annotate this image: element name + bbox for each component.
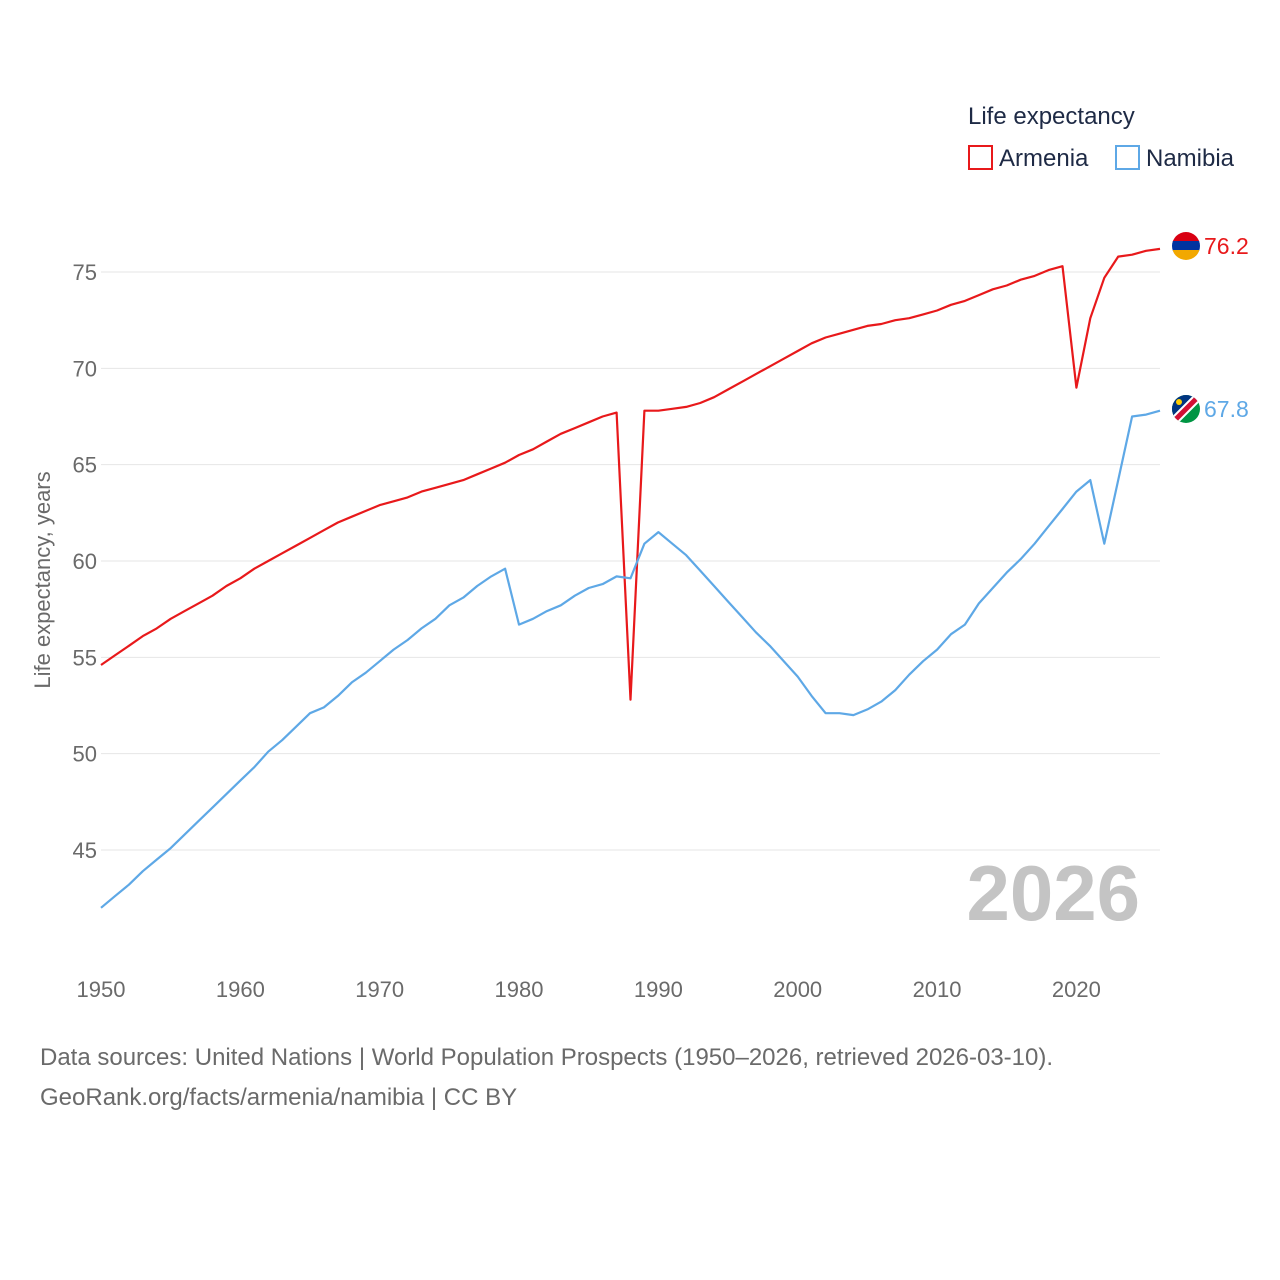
armenia-flag-icon — [1172, 232, 1200, 260]
legend-label-armenia: Armenia — [999, 145, 1089, 172]
source-link[interactable]: GeoRank.org/facts/armenia/namibia | CC B… — [40, 1084, 518, 1111]
legend-swatch-namibia — [1115, 145, 1140, 170]
year-watermark: 2026 — [966, 849, 1140, 937]
y-tick-label: 75 — [73, 260, 97, 285]
armenia-end-value: 76.2 — [1204, 233, 1249, 259]
y-tick-label: 50 — [73, 742, 97, 767]
series-line-namibia[interactable] — [100, 409, 1161, 909]
x-tick-label: 1970 — [355, 977, 404, 1002]
x-tick-label: 1960 — [216, 977, 265, 1002]
y-tick-label: 65 — [73, 453, 97, 478]
y-tick-label: 70 — [73, 356, 97, 381]
x-axis-ticks: 1950 1960 1970 1980 1990 2000 2010 2020 — [77, 977, 1101, 1002]
legend-swatch-armenia — [968, 145, 993, 170]
x-tick-label: 2020 — [1052, 977, 1101, 1002]
x-tick-label: 2010 — [913, 977, 962, 1002]
y-tick-label: 55 — [73, 645, 97, 670]
series-lines — [100, 247, 1161, 909]
source-citation: Data sources: United Nations | World Pop… — [40, 1044, 1054, 1071]
y-tick-label: 45 — [73, 838, 97, 863]
x-tick-label: 2000 — [773, 977, 822, 1002]
y-tick-label: 60 — [73, 549, 97, 574]
namibia-flag-icon — [1172, 395, 1200, 423]
legend-item-armenia[interactable]: Armenia — [968, 145, 1089, 172]
y-axis-ticks: 45 50 55 60 65 70 75 — [73, 260, 97, 863]
legend-item-namibia[interactable]: Namibia — [1115, 145, 1235, 172]
x-tick-label: 1980 — [495, 977, 544, 1002]
series-line-armenia[interactable] — [100, 247, 1161, 701]
namibia-end-value: 67.8 — [1204, 396, 1249, 422]
x-tick-label: 1990 — [634, 977, 683, 1002]
y-axis-label: Life expectancy, years — [30, 471, 55, 688]
legend-label-namibia: Namibia — [1146, 145, 1235, 172]
grid-lines — [101, 271, 1160, 851]
legend-title: Life expectancy — [968, 103, 1135, 130]
x-tick-label: 1950 — [77, 977, 126, 1002]
